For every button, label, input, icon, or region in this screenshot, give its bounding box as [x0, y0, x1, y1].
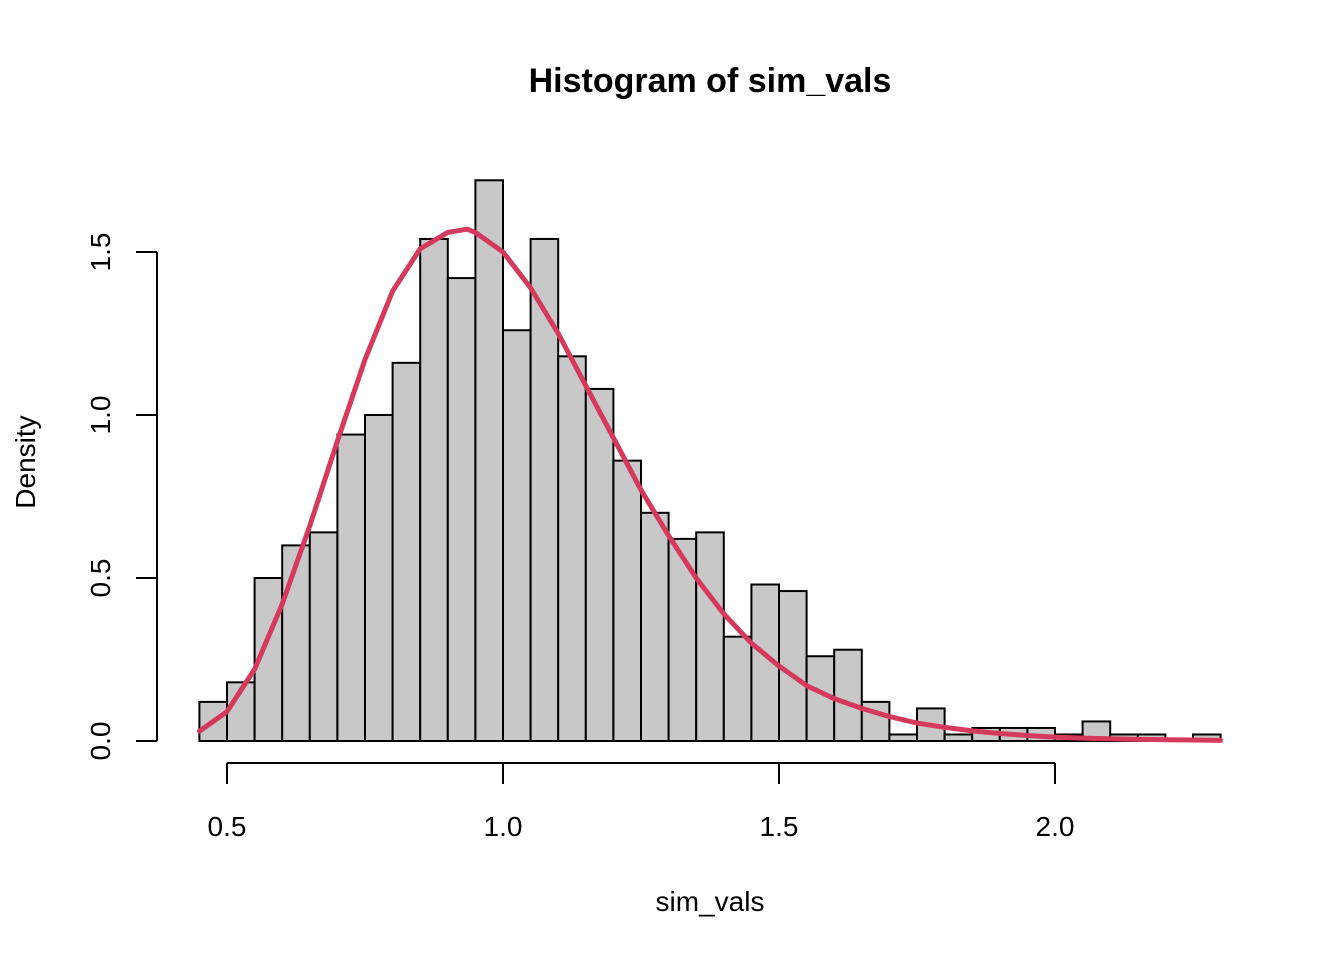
histogram-bar	[557, 355, 587, 742]
histogram-bar	[612, 459, 643, 742]
histogram-bar	[943, 733, 974, 742]
histogram-bar	[695, 531, 725, 742]
x-tick-label: 1.5	[760, 811, 799, 842]
histogram-bar	[778, 590, 808, 742]
histogram-bar	[722, 635, 753, 742]
y-axis-label: Density	[10, 415, 41, 508]
histogram-bar	[198, 700, 228, 743]
histogram-bar	[640, 511, 670, 742]
y-tick-label: 1.5	[85, 233, 116, 272]
y-tick-label: 0.5	[85, 559, 116, 598]
histogram-bar	[502, 329, 532, 742]
density-curve-layer	[196, 226, 1224, 743]
histogram-bar	[308, 531, 339, 742]
x-axis: 0.5 1.0 1.5 2.0	[208, 762, 1075, 842]
histogram-bar	[364, 414, 394, 742]
histogram-bar	[446, 277, 477, 742]
histogram-bar	[419, 237, 449, 743]
x-tick-label: 1.0	[484, 811, 523, 842]
histogram-bar	[281, 544, 311, 743]
histogram-bars	[198, 179, 1222, 743]
histogram-bar	[833, 648, 863, 742]
y-tick-label: 0.0	[85, 722, 116, 761]
x-axis-label: sim_vals	[656, 886, 765, 917]
histogram-bar	[474, 179, 504, 742]
x-tick-label: 2.0	[1036, 811, 1075, 842]
histogram-bar	[336, 433, 366, 742]
x-tick-label: 0.5	[208, 811, 247, 842]
histogram-bar	[584, 387, 615, 742]
chart-title: Histogram of sim_vals	[529, 62, 892, 100]
y-axis: 0.0 0.5 1.0 1.5	[85, 233, 158, 761]
histogram-bar	[888, 733, 919, 742]
density-curve	[196, 226, 1224, 743]
y-tick-label: 1.0	[85, 396, 116, 435]
histogram-bar	[391, 361, 422, 742]
